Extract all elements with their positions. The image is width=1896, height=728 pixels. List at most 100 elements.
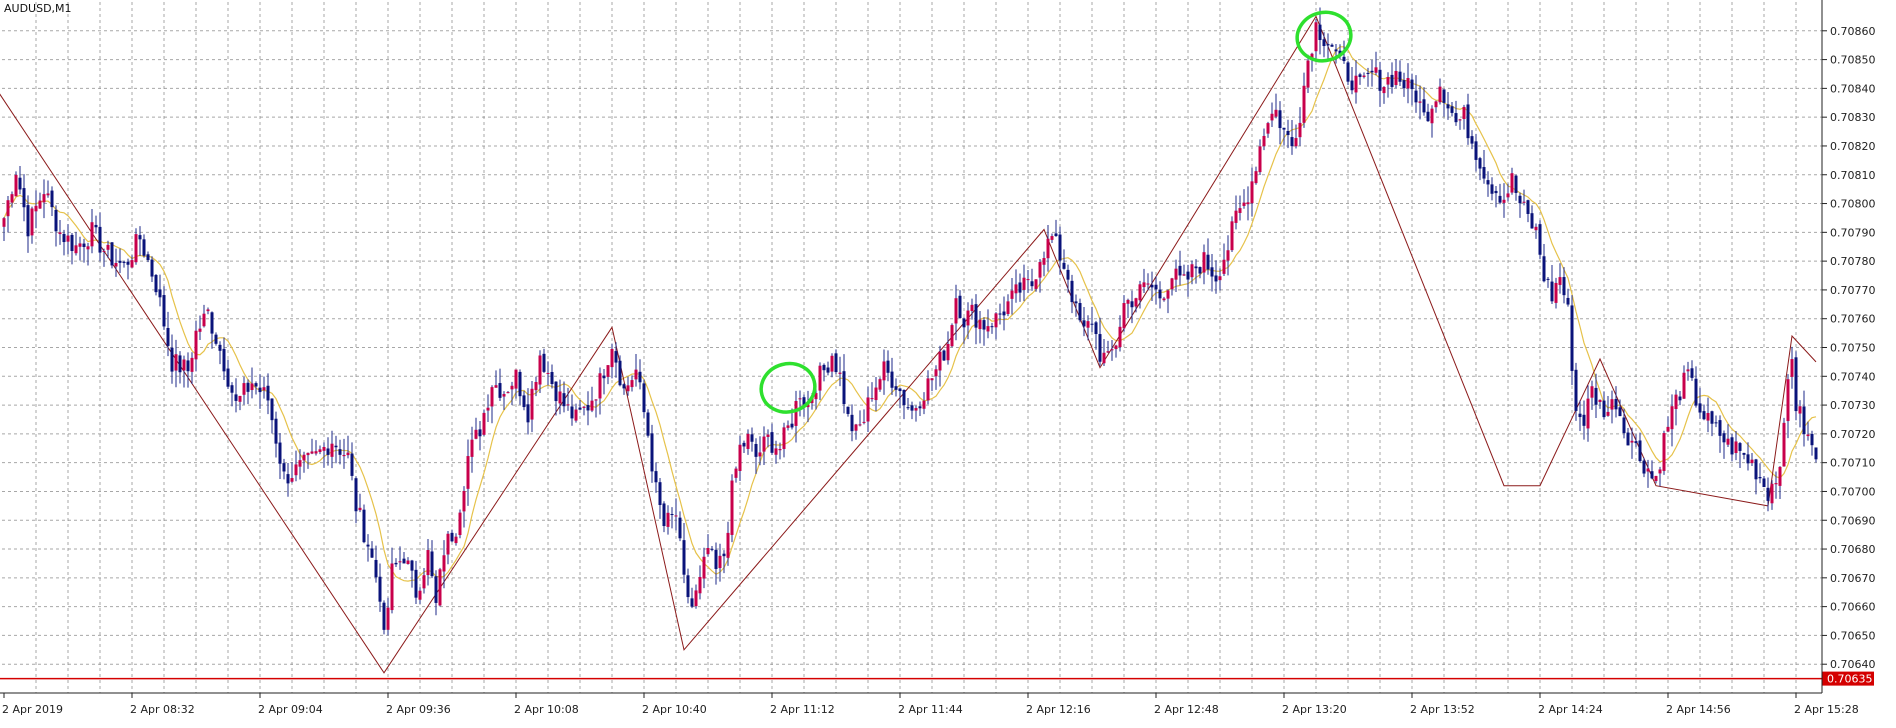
candle — [942, 349, 946, 361]
candle — [194, 321, 198, 372]
candle — [1106, 340, 1110, 354]
candle — [1490, 177, 1494, 201]
candle — [1290, 120, 1294, 155]
candle — [1318, 7, 1322, 55]
candle-body — [1406, 78, 1410, 89]
candle-body — [22, 188, 26, 208]
candle-body — [1738, 443, 1742, 451]
candle — [158, 274, 162, 307]
candle-body — [10, 194, 14, 203]
candle-body — [246, 382, 250, 392]
candle — [322, 442, 326, 468]
candle-body — [154, 274, 158, 293]
candle — [622, 383, 626, 395]
candle — [1126, 298, 1130, 319]
candle — [1674, 389, 1678, 426]
candle-body — [2, 218, 6, 227]
candle — [1586, 385, 1590, 442]
candle — [426, 538, 430, 586]
candle-body — [922, 400, 926, 409]
candle — [1746, 442, 1750, 471]
candle — [970, 298, 974, 320]
candle — [742, 440, 746, 453]
candle — [94, 215, 98, 234]
candle-body — [1498, 195, 1502, 203]
candle-body — [1662, 433, 1666, 471]
candle-body — [1142, 282, 1146, 288]
candle — [1078, 298, 1082, 323]
candle — [318, 445, 322, 455]
candle — [1034, 279, 1038, 292]
candle — [1678, 390, 1682, 406]
candle-body — [966, 310, 970, 326]
candle — [722, 550, 726, 574]
candle-body — [1374, 67, 1378, 73]
candle-body — [474, 429, 478, 439]
candle — [1626, 427, 1630, 446]
candle-body — [550, 372, 554, 385]
candle-body — [1246, 202, 1250, 205]
candle — [354, 476, 358, 524]
candle-body — [622, 384, 626, 389]
candle — [918, 401, 922, 417]
candle — [1266, 121, 1270, 138]
candle-body — [66, 235, 70, 242]
candle-body — [1482, 167, 1486, 179]
candle-body — [646, 412, 650, 436]
candle — [1154, 276, 1158, 305]
candle-body — [226, 368, 230, 387]
candle-body — [1530, 213, 1534, 229]
candle-body — [1094, 322, 1098, 335]
candle-body — [1182, 274, 1186, 276]
candle — [1546, 276, 1550, 288]
candle-body — [318, 449, 322, 453]
candle-body — [274, 418, 278, 444]
candle — [174, 339, 178, 388]
candle-body — [962, 318, 966, 328]
candle-body — [1342, 56, 1346, 62]
candle-body — [1038, 262, 1042, 278]
candle — [1250, 167, 1254, 217]
candle — [598, 367, 602, 415]
candle — [686, 568, 690, 604]
candle — [1022, 264, 1026, 302]
candle-body — [658, 482, 662, 506]
candle-body — [834, 353, 838, 373]
candle — [126, 258, 130, 280]
candle-body — [978, 319, 982, 330]
candle-body — [370, 548, 374, 558]
candle-body — [1146, 283, 1150, 285]
candle-body — [702, 556, 706, 579]
candle — [326, 437, 330, 466]
candle — [178, 351, 182, 384]
candle — [1722, 430, 1726, 459]
candle-body — [1190, 264, 1194, 278]
candle — [1518, 192, 1522, 218]
candle-body — [1022, 277, 1026, 290]
candle-body — [1650, 471, 1654, 479]
candle-body — [1350, 80, 1354, 91]
candle-body — [766, 434, 770, 437]
candle — [630, 375, 634, 392]
candle — [490, 385, 494, 424]
candle-body — [1782, 422, 1786, 467]
x-tick-label: 2 Apr 12:16 — [1026, 703, 1091, 716]
candle — [902, 389, 906, 420]
candle — [270, 398, 274, 434]
candle-body — [970, 304, 974, 312]
candle-body — [146, 254, 150, 261]
candle-body — [606, 365, 610, 377]
candle — [1574, 362, 1578, 421]
candle-body — [454, 536, 458, 544]
candle — [134, 228, 138, 265]
candle-body — [634, 369, 638, 380]
axis-layer: 0.70860 0.70850 0.70840 0.70830 0.70820 0.708… — [0, 0, 1876, 716]
candle — [702, 547, 706, 589]
candle-body — [294, 464, 298, 476]
candle-body — [1274, 109, 1278, 117]
candle-body — [58, 232, 62, 235]
candle — [1414, 75, 1418, 113]
candle-body — [1266, 123, 1270, 134]
candle-body — [1538, 224, 1542, 255]
